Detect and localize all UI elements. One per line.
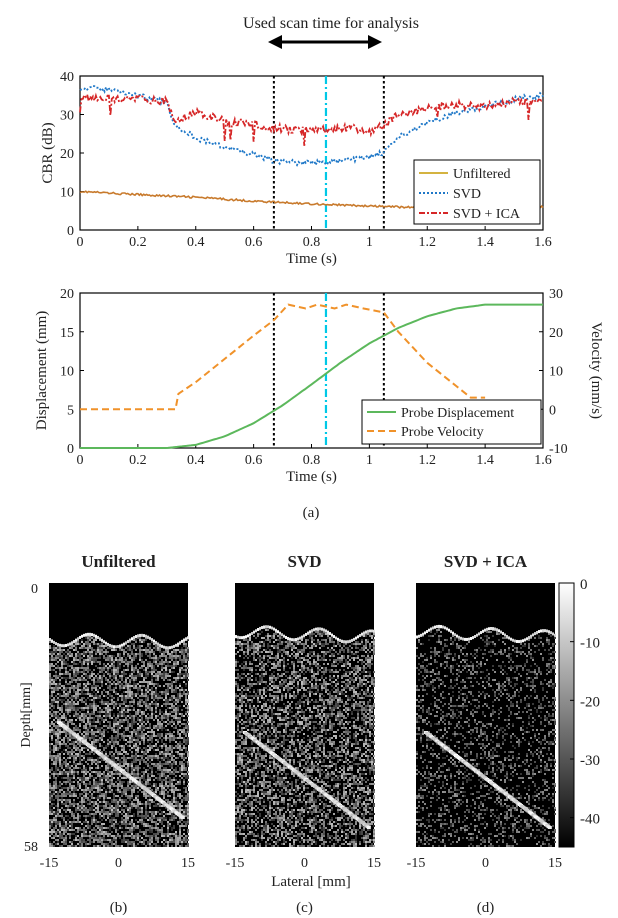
caption-a: (a) bbox=[303, 505, 320, 521]
colorbar-tick-label: -30 bbox=[580, 753, 600, 769]
x-tick-label: 0 bbox=[482, 856, 489, 871]
x-tick-label: 1.4 bbox=[476, 235, 494, 250]
legend-label: SVD bbox=[453, 187, 481, 202]
x-tick-label: 1 bbox=[366, 235, 373, 250]
x-tick-label: 0.8 bbox=[303, 453, 321, 468]
x-tick-label: 0.4 bbox=[187, 453, 205, 468]
x-tick-label: -15 bbox=[226, 856, 245, 871]
colorbar bbox=[558, 582, 575, 848]
x-tick-label: 1.2 bbox=[419, 453, 437, 468]
y-tick-label: 40 bbox=[60, 70, 74, 85]
x-tick-label: 0 bbox=[115, 856, 122, 871]
legend-label: SVD + ICA bbox=[453, 207, 521, 222]
y-tick-label: 0 bbox=[67, 224, 74, 239]
x-tick-label: -15 bbox=[407, 856, 426, 871]
x-tick-label: 0.8 bbox=[303, 235, 321, 250]
y-right-tick-label: 10 bbox=[549, 365, 563, 380]
series-line bbox=[79, 84, 544, 168]
y-tick-label: 30 bbox=[60, 109, 74, 124]
y-tick-label: 58 bbox=[24, 840, 38, 855]
x-tick-label: 0.2 bbox=[129, 453, 147, 468]
legend bbox=[361, 399, 542, 445]
y-tick-label: 0 bbox=[31, 582, 38, 597]
series-line bbox=[79, 92, 544, 146]
ultrasound-images: Unfiltered -15 0 15 (b) SVD -15 0 15 (c) SVD + ICA… bbox=[19, 552, 600, 916]
speckle-pattern bbox=[235, 625, 375, 847]
x-tick-label: 0 bbox=[77, 235, 84, 250]
image-title: SVD bbox=[287, 552, 321, 571]
x-axis-label: Time (s) bbox=[286, 251, 337, 267]
panel-label: (b) bbox=[110, 900, 128, 916]
speckle-pattern bbox=[416, 624, 556, 847]
y-right-tick-label: 0 bbox=[549, 403, 556, 418]
x-tick-label: 0.6 bbox=[245, 235, 263, 250]
y-tick-label: 20 bbox=[60, 147, 74, 162]
x-tick-label: 1.6 bbox=[534, 453, 552, 468]
legend-label: Probe Velocity bbox=[401, 425, 484, 440]
legend-label: Unfiltered bbox=[453, 167, 511, 182]
x-tick-label: 1.4 bbox=[476, 453, 494, 468]
y-tick-label: 5 bbox=[67, 403, 74, 418]
x-tick-label: 0 bbox=[77, 453, 84, 468]
colorbar-tick-label: -40 bbox=[580, 812, 600, 828]
y-axis-label: Depth[mm] bbox=[19, 682, 34, 747]
y-right-tick-label: 20 bbox=[549, 326, 563, 341]
x-tick-label: 1 bbox=[366, 453, 373, 468]
x-axis-label: Lateral [mm] bbox=[271, 874, 351, 890]
series-line bbox=[80, 303, 543, 449]
y-tick-label: 20 bbox=[60, 287, 74, 302]
y-right-tick-label: -10 bbox=[549, 442, 568, 457]
y-tick-label: 10 bbox=[60, 365, 74, 380]
x-tick-label: -15 bbox=[40, 856, 59, 871]
x-tick-label: 15 bbox=[548, 856, 562, 871]
colorbar-tick-label: 0 bbox=[580, 577, 588, 593]
y-right-tick-label: 30 bbox=[549, 287, 563, 302]
x-tick-label: 15 bbox=[181, 856, 195, 871]
annotation-text: Used scan time for analysis bbox=[243, 15, 419, 32]
cbr-chart: 0 0.2 0.4 0.6 0.8 1 1.2 1.4 1.6 0 10 20 30 40 Time (s)… bbox=[40, 70, 552, 267]
y-axis-label: CBR (dB) bbox=[40, 122, 56, 183]
image-title: Unfiltered bbox=[81, 552, 156, 571]
legend-label: Probe Displacement bbox=[401, 406, 514, 421]
colorbar-tick-label: -10 bbox=[580, 636, 600, 652]
y-tick-label: 15 bbox=[60, 326, 74, 341]
colorbar-tick-label: -20 bbox=[580, 694, 600, 710]
x-tick-label: 15 bbox=[367, 856, 381, 871]
panel-label: (d) bbox=[477, 900, 495, 916]
x-tick-label: 0 bbox=[301, 856, 308, 871]
y-tick-label: 0 bbox=[67, 442, 74, 457]
x-tick-label: 0.2 bbox=[129, 235, 147, 250]
y-right-axis-label: Velocity (mm/s) bbox=[588, 322, 604, 419]
x-tick-label: 1.2 bbox=[419, 235, 437, 250]
speckle-pattern bbox=[49, 632, 189, 847]
x-axis-label: Time (s) bbox=[286, 469, 337, 485]
panel-label: (c) bbox=[296, 900, 313, 916]
y-tick-label: 10 bbox=[60, 186, 74, 201]
image-title: SVD + ICA bbox=[444, 552, 528, 571]
y-axis-label: Displacement (mm) bbox=[34, 311, 50, 431]
x-tick-label: 0.4 bbox=[187, 235, 205, 250]
annotation-arrow bbox=[268, 35, 382, 49]
x-tick-label: 0.6 bbox=[245, 453, 263, 468]
series-line bbox=[80, 303, 486, 411]
displacement-chart: 0 0.2 0.4 0.6 0.8 1 1.2 1.4 1.6 0 5 10 15 20 -10 0 10 20 3… bbox=[34, 287, 604, 485]
x-tick-label: 1.6 bbox=[534, 235, 552, 250]
